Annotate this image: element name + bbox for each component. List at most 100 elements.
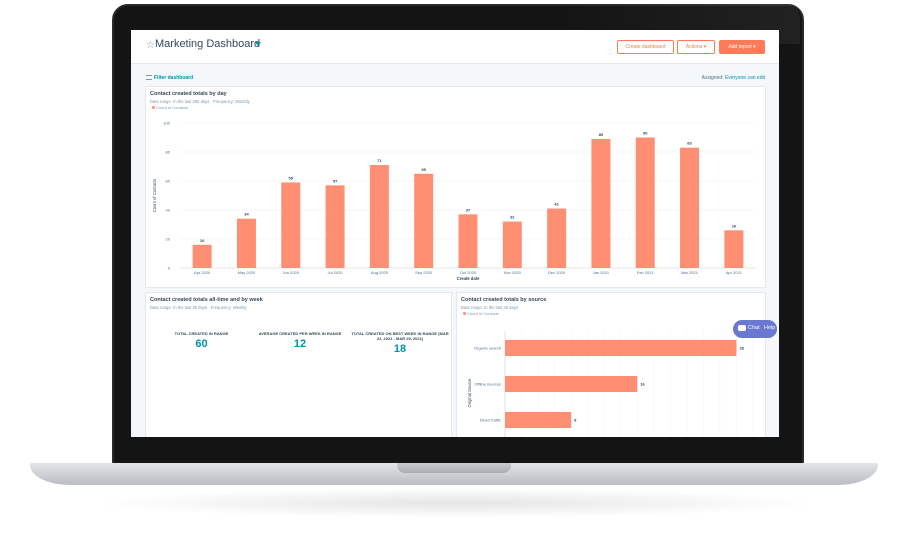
create-dashboard-button[interactable]: Create dashboard: [617, 40, 674, 54]
data-label: 65: [421, 167, 426, 172]
data-label: 83: [687, 141, 692, 146]
y-axis-title: Original Source: [467, 378, 472, 408]
bar: [192, 244, 212, 268]
bar: [414, 173, 434, 268]
data-label: 90: [643, 131, 648, 136]
bar: [724, 230, 744, 268]
legend-label: Count of Contacts: [156, 105, 189, 110]
x-tick-label: Mar 2021: [681, 270, 699, 275]
legend-swatch: [463, 312, 466, 315]
add-report-button[interactable]: Add report ▾: [719, 40, 765, 54]
kpi-value: 60: [195, 338, 208, 350]
y-tick-label: 80: [166, 150, 171, 155]
kpi-best-week: TOTAL CREATED ON BEST WEEK IN RANGE (MAR…: [351, 331, 449, 355]
card-title[interactable]: Contact created totals all-time and by w…: [150, 297, 263, 303]
y-tick-label: Organic search: [474, 346, 501, 351]
dashboard-title[interactable]: Marketing Dashboard: [155, 38, 261, 50]
data-label: 28: [739, 346, 744, 351]
data-label: 16: [640, 382, 645, 387]
bar: [281, 182, 301, 268]
data-label: 71: [377, 158, 382, 163]
bar: [680, 147, 700, 268]
x-tick-label: Jun 2020: [283, 270, 300, 275]
actions-label: Actions: [685, 44, 703, 50]
filter-dashboard-link[interactable]: Filter dashboard: [154, 75, 194, 81]
card-title[interactable]: Contact created totals by day: [150, 91, 227, 97]
x-axis-title: Create date: [457, 276, 480, 281]
kpi-label: AVERAGE CREATED PER WEEK IN RANGE: [258, 331, 342, 336]
kpi-label: TOTAL CREATED IN RANGE: [174, 331, 229, 336]
card-subtitle: Date range: In the last 365 days · Frequ…: [150, 99, 250, 104]
x-tick-label: Aug 2020: [371, 270, 389, 275]
x-tick-label: Jan 2021: [593, 270, 610, 275]
screen: ☆ Marketing Dashboard Create dashboard A…: [131, 30, 779, 437]
app-header: ☆ Marketing Dashboard Create dashboard A…: [131, 30, 779, 64]
y-tick-label: Direct traffic: [480, 418, 501, 423]
bar: [369, 165, 389, 268]
actions-button[interactable]: Actions ▾: [677, 40, 715, 54]
y-tick-label: 40: [166, 208, 171, 213]
data-label: 34: [244, 212, 249, 217]
contacts-all-time-card: Contact created totals all-time and by w…: [145, 292, 452, 437]
y-tick-label: 20: [166, 237, 171, 242]
assigned-label: Assigned:: [701, 75, 724, 81]
bar: [458, 214, 478, 268]
data-label: 41: [554, 202, 559, 207]
bar: [236, 218, 256, 268]
chart-legend: Count of Contacts: [463, 311, 499, 316]
bar: [505, 412, 572, 428]
contacts-by-day-chart: 0 20 40 60 80 100 16 Apr 2020 34 May 2020 59 Jun 20…: [152, 121, 756, 281]
data-label: 57: [333, 178, 338, 183]
data-label: 32: [510, 215, 515, 220]
chat-label: Chat: [748, 325, 760, 331]
bar: [502, 221, 522, 268]
card-subtitle: Date range: In the last 30 days · Freque…: [150, 305, 247, 310]
kpi-value: 18: [393, 343, 407, 355]
laptop-shadow: [90, 488, 820, 518]
x-tick-label: Apr 2020: [194, 270, 211, 275]
kpi-total: TOTAL CREATED IN RANGE 60: [164, 331, 239, 350]
bar: [505, 376, 638, 392]
contacts-by-source-chart: 28 Organic search 16 Offline sources 8 Direct…: [467, 331, 754, 437]
assigned-info: Assigned: Everyone can edit: [702, 75, 765, 81]
y-axis-title: Count of Contacts: [152, 179, 157, 213]
x-tick-label: Jul 2020: [328, 270, 344, 275]
chart-legend: Count of Contacts: [152, 105, 188, 110]
contacts-by-source-card: Contact created totals by source Date ra…: [456, 292, 766, 437]
kpi-average: AVERAGE CREATED PER WEEK IN RANGE 12: [254, 331, 346, 350]
data-label: 26: [732, 223, 737, 228]
card-title[interactable]: Contact created totals by source: [461, 297, 547, 303]
kpi-value: 12: [293, 338, 307, 350]
bar: [325, 185, 345, 268]
assigned-value-link[interactable]: Everyone can edit: [724, 75, 765, 81]
bar: [547, 208, 567, 268]
help-label: Help: [764, 325, 776, 331]
data-label: 89: [599, 132, 604, 137]
laptop-base: [30, 463, 878, 485]
x-tick-label: Sep 2020: [415, 270, 433, 275]
x-tick-label: Oct 2020: [460, 270, 477, 275]
chevron-down-icon[interactable]: [255, 42, 261, 46]
chat-widget-button[interactable]: Chat Help: [733, 320, 777, 338]
chat-bubble-icon: [738, 325, 746, 331]
data-label: 37: [466, 207, 471, 212]
card-subtitle: Date range: In the last 30 days: [461, 305, 519, 310]
add-report-label: Add report: [728, 44, 752, 50]
x-tick-label: Feb 2021: [637, 270, 655, 275]
legend-label: Count of Contacts: [467, 311, 500, 316]
bar: [505, 340, 737, 356]
data-label: 8: [574, 418, 577, 423]
x-tick-label: Dec 2020: [548, 270, 566, 275]
y-tick-label: 0: [168, 266, 171, 271]
filter-icon[interactable]: [146, 75, 152, 80]
bar: [635, 137, 655, 268]
y-tick-label: 60: [166, 179, 171, 184]
x-tick-label: May 2020: [238, 270, 256, 275]
data-label: 59: [289, 175, 294, 180]
contacts-by-day-card: Contact created totals by day Date range…: [145, 86, 766, 288]
data-label: 16: [200, 238, 205, 243]
x-tick-label: Apr 2021: [726, 270, 743, 275]
filter-row: Filter dashboard Assigned: Everyone can …: [131, 70, 779, 84]
star-icon[interactable]: ☆: [146, 40, 155, 51]
